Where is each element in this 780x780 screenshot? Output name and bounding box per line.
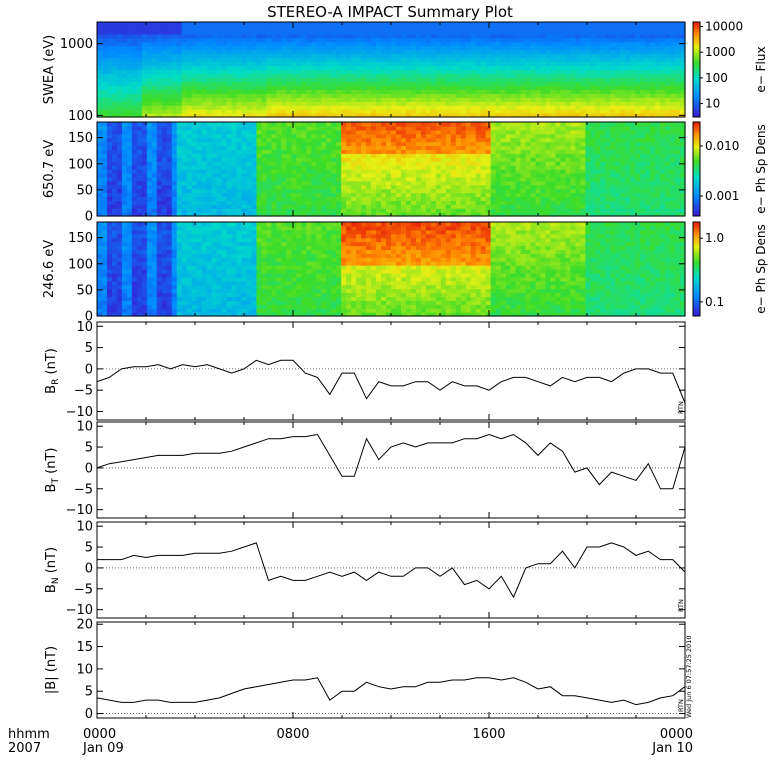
xaxis-tick-time: 0000 [660,727,693,742]
swea-colorbar: 10 100 1000 10000 e− Flux [692,20,768,118]
pad246-ytick-label: 100 [68,257,93,272]
bmag-ylabel: |B| (nT) [44,646,59,694]
plot-title: STEREO-A IMPACT Summary Plot [267,3,513,21]
bt-frame [96,421,686,519]
pad246-cbar-tick-label: 1.0 [705,231,724,245]
br-ylabel: BR (nT) [44,348,61,394]
xaxis-tick-time: 0000 [83,727,116,742]
bn-ytick-label: −5 [74,582,93,597]
pad650-cbar-tick-label: 0.010 [705,139,739,153]
panel-br: RTN −10 −5 0 5 10 BR (nT) [44,320,686,421]
pad650-cbar-tick-label: 0.001 [705,189,739,203]
pad650-ytick-label: 150 [68,131,93,146]
bn-ytick-label: 10 [76,520,93,535]
swea-cbar-tick-label: 1000 [705,45,736,59]
panel-pad246: 0.1 1.0 e− Ph Sp Dens 0 50 100 150 246.6 eV [42,221,768,325]
xaxis-row1-label: hhmm [8,727,50,742]
pad650-ylabel: 650.7 eV [42,140,57,198]
bn-frame [96,521,686,619]
panel-bt: −10 −5 0 5 10 BT (nT) [44,420,686,519]
bmag-trace [96,677,686,706]
pad650-ytick-label: 50 [76,183,93,198]
br-frame [96,321,686,421]
swea-cbar-tick-label: 10 [705,97,720,111]
pad650-colorbar: 0.001 0.010 e− Ph Sp Dens [692,121,768,217]
bn-ylabel: BN (nT) [44,547,61,593]
bt-ytick-label: 10 [76,420,93,435]
bmag-ytick-label: 20 [76,618,93,633]
pad246-ylabel: 246.6 eV [42,240,57,298]
bmag-ytick-label: 15 [76,640,93,655]
br-ytick-label: −5 [74,384,93,399]
pad650-ytick-label: 0 [85,210,93,225]
panel-bmag: RTN 0 5 10 15 20 |B| (nT) [44,618,686,722]
bn-ytick-label: 5 [85,541,93,556]
bt-ylabel: BT (nT) [44,448,61,493]
swea-ytick-label: 100 [68,109,93,124]
br-ytick-label: 5 [85,341,93,356]
br-ytick-label: −10 [66,405,93,420]
bmag-ytick-label: 0 [85,707,93,722]
xaxis-tick-date: Jan 10 [651,741,693,756]
bmag-ytick-label: 5 [85,685,93,700]
swea-spectrogram [97,22,686,118]
bn-ytick-label: −10 [66,603,93,618]
panel-pad650: 0.001 0.010 e− Ph Sp Dens 0 50 100 150 650.7 eV [42,121,768,225]
br-ytick-label: 0 [85,362,93,377]
swea-cbar-tick-label: 10000 [705,20,743,34]
bmag-ytick-label: 10 [76,662,93,677]
pad246-ytick-label: 50 [76,283,93,298]
swea-ylabel: SWEA (eV) [42,35,57,104]
pad246-ytick-label: 0 [85,310,93,325]
pad246-cbar-label: e− Ph Sp Dens [754,224,768,313]
pad246-spectrogram [97,222,686,317]
br-corner-label: RTN [677,401,685,414]
bmag-corner-label: RTN [677,699,685,712]
bn-ytick-label: 0 [85,561,93,576]
br-ytick-label: 10 [76,320,93,335]
bt-ytick-label: −5 [74,482,93,497]
bn-corner-label: RTN [677,599,685,612]
pad650-ytick-label: 100 [68,157,93,172]
xaxis-row2-label: 2007 [8,741,41,756]
pad246-colorbar: 0.1 1.0 e− Ph Sp Dens [692,221,768,317]
pad650-spectrogram [97,122,686,217]
bt-ytick-label: −10 [66,503,93,518]
swea-cbar-label: e− Flux [754,46,768,92]
swea-ytick-label: 1000 [60,37,93,52]
bn-trace [97,542,686,599]
pad246-cbar-tick-label: 0.1 [705,295,724,309]
pad246-ytick-label: 150 [68,231,93,246]
xaxis-tick-date: Jan 09 [82,741,124,756]
panel-bn: RTN −10 −5 0 5 10 BN (nT) [44,520,686,619]
bmag-frame [96,621,686,719]
xaxis-tick-time: 0800 [276,727,309,742]
bt-ytick-label: 5 [85,441,93,456]
swea-cbar-tick-label: 100 [705,71,728,85]
xaxis-tick-time: 1600 [472,727,505,742]
pad650-cbar-label: e− Ph Sp Dens [754,124,768,213]
br-trace [96,359,686,404]
bt-ytick-label: 0 [85,461,93,476]
side-stamp: Wed Jun 6 07:57:25 2010 [685,636,693,718]
bt-trace [96,433,686,490]
